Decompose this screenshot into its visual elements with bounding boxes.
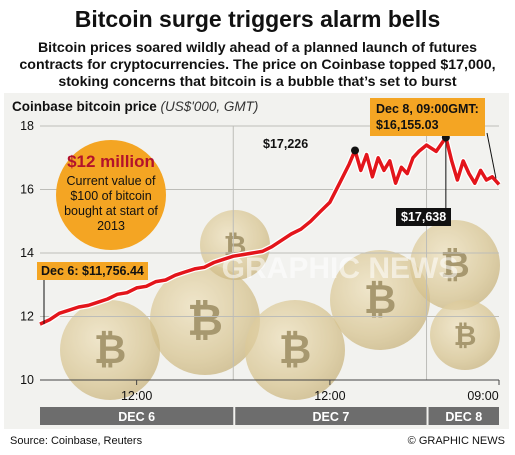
y-tick-label: 16: [20, 183, 34, 197]
start-price-label: Dec 6: $11,756.44: [37, 262, 148, 280]
bitcoin-coin-icon: ₿: [150, 265, 260, 375]
day-bar: [428, 407, 499, 425]
bitcoin-coin-icon: ₿: [430, 300, 500, 370]
latest-price-value: $16,155.03: [376, 118, 439, 132]
bitcoin-coin-icon: ₿: [200, 210, 270, 280]
callout-value: $12 million: [67, 152, 155, 171]
callout-text: Current value of $100 of bitcoin bought …: [64, 174, 158, 233]
day-bar-label: DEC 8: [445, 410, 482, 424]
y-tick-label: 18: [20, 119, 34, 133]
latest-price-time: Dec 8, 09:00GMT:: [376, 102, 479, 116]
latest-price-label: Dec 8, 09:00GMT: $16,155.03: [370, 98, 485, 136]
y-tick-label: 10: [20, 373, 34, 387]
y-tick-label: 12: [20, 310, 34, 324]
x-tick-label: 12:00: [314, 389, 345, 403]
price-line: [39, 135, 501, 326]
y-tick-label: 14: [20, 246, 34, 260]
x-tick-label: 09:00: [467, 389, 498, 403]
bitcoin-coin-icon: ₿: [410, 220, 500, 310]
watermark: GRAPHIC NEWS: [222, 252, 459, 285]
credit: © GRAPHIC NEWS: [407, 435, 505, 447]
page-title: Bitcoin surge triggers alarm bells: [74, 6, 441, 32]
x-tick-label: 12:00: [121, 389, 152, 403]
price-marker: [351, 146, 360, 155]
day-bar-label: DEC 6: [118, 410, 155, 424]
day-bar-label: DEC 7: [312, 410, 349, 424]
day-bar: [40, 407, 234, 425]
value-callout: $12 million Current value of $100 of bit…: [56, 140, 166, 250]
source-note: Source: Coinbase, Reuters: [10, 435, 143, 447]
day-bar: [235, 407, 427, 425]
first-peak-label: $17,226: [263, 137, 309, 151]
subtitle: Bitcoin prices soared wildly ahead of a …: [19, 40, 496, 90]
second-peak-label: $17,638: [396, 208, 452, 226]
plot-label-text: Coinbase bitcoin price: [12, 99, 157, 114]
plot-label: Coinbase bitcoin price (US$'000, GMT): [12, 99, 258, 114]
end-leader-line: [486, 132, 497, 179]
plot-unit: (US$'000, GMT): [160, 99, 259, 114]
